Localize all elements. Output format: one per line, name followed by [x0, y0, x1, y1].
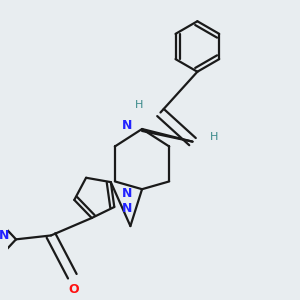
Text: H: H	[135, 100, 143, 110]
Text: N: N	[122, 202, 132, 215]
Text: H: H	[210, 132, 218, 142]
Text: N: N	[0, 229, 10, 242]
Text: N: N	[122, 187, 133, 200]
Text: N: N	[122, 118, 133, 132]
Text: O: O	[68, 283, 79, 296]
